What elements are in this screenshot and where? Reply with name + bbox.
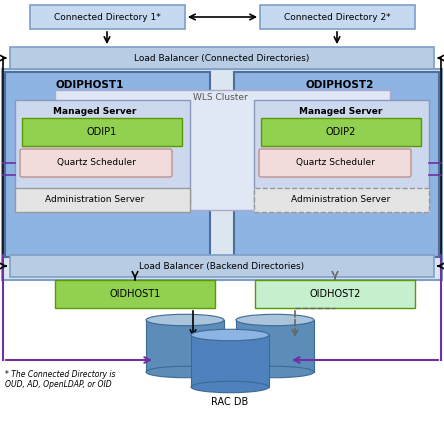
Text: Load Balancer (Backend Directories): Load Balancer (Backend Directories)	[139, 261, 305, 271]
Ellipse shape	[236, 366, 314, 378]
Text: Administration Server: Administration Server	[291, 195, 391, 205]
Bar	[254, 100, 429, 205]
Bar	[55, 90, 390, 210]
Text: OIDHOST2: OIDHOST2	[309, 289, 361, 299]
Ellipse shape	[146, 366, 224, 378]
Bar	[261, 118, 421, 146]
Ellipse shape	[191, 329, 269, 341]
Text: ODIPHOST1: ODIPHOST1	[56, 80, 124, 90]
Bar	[5, 72, 210, 257]
Ellipse shape	[191, 381, 269, 393]
Text: ODIP1: ODIP1	[87, 127, 117, 137]
Ellipse shape	[236, 314, 314, 326]
Bar	[10, 255, 434, 277]
Text: Administration Server: Administration Server	[45, 195, 145, 205]
FancyBboxPatch shape	[259, 149, 411, 177]
Bar	[15, 188, 190, 212]
Ellipse shape	[146, 314, 224, 326]
Text: Managed Server: Managed Server	[299, 107, 383, 117]
Text: WLS Cluster: WLS Cluster	[193, 93, 247, 102]
Bar	[2, 69, 442, 280]
Bar	[22, 118, 182, 146]
Text: Quartz Scheduler: Quartz Scheduler	[296, 159, 374, 167]
Text: Load Balancer (Connected Directories): Load Balancer (Connected Directories)	[135, 53, 309, 63]
Text: Connected Directory 2*: Connected Directory 2*	[284, 13, 390, 21]
Text: Connected Directory 1*: Connected Directory 1*	[54, 13, 160, 21]
Bar	[55, 280, 215, 308]
Text: RAC DB: RAC DB	[211, 397, 249, 407]
Text: * The Connected Directory is
OUD, AD, OpenLDAP, or OID: * The Connected Directory is OUD, AD, Op…	[5, 370, 115, 389]
Text: ODIP2: ODIP2	[326, 127, 356, 137]
Text: Managed Server: Managed Server	[53, 107, 137, 117]
Text: ODIPHOST2: ODIPHOST2	[306, 80, 374, 90]
Bar	[254, 188, 429, 212]
Bar	[30, 5, 185, 29]
Text: Quartz Scheduler: Quartz Scheduler	[56, 159, 135, 167]
Bar	[260, 5, 415, 29]
Bar	[15, 100, 190, 205]
Bar	[234, 72, 439, 257]
Text: OIDHOST1: OIDHOST1	[109, 289, 161, 299]
FancyBboxPatch shape	[20, 149, 172, 177]
Bar	[255, 280, 415, 308]
Bar	[146, 320, 224, 372]
Bar	[10, 47, 434, 69]
Bar	[191, 335, 269, 387]
Bar	[236, 320, 314, 372]
